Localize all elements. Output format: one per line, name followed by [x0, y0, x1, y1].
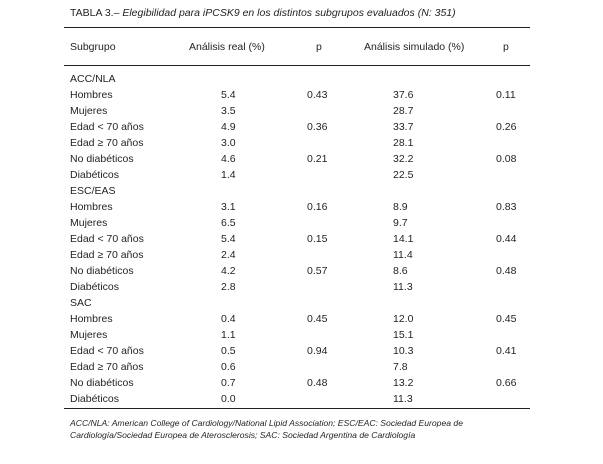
row-label: Mujeres: [70, 105, 108, 117]
cell-simulated: 28.1: [393, 137, 414, 149]
cell-p-real: 0.94: [307, 345, 328, 357]
cell-real: 4.6: [221, 153, 236, 165]
row-label: Mujeres: [70, 217, 108, 229]
cell-p-simulated: 0.26: [496, 121, 517, 133]
cell-real: 3.0: [221, 137, 236, 149]
cell-simulated: 11.3: [393, 281, 413, 293]
cell-simulated: 37.6: [393, 89, 414, 101]
header-p-real: p: [316, 41, 322, 53]
row-label: Edad < 70 años: [70, 345, 144, 357]
cell-simulated: 15.1: [393, 329, 414, 341]
cell-p-real: 0.16: [307, 201, 328, 213]
cell-simulated: 8.9: [393, 201, 408, 213]
cell-simulated: 9.7: [393, 217, 408, 229]
cell-p-real: 0.21: [307, 153, 328, 165]
cell-simulated: 28.7: [393, 105, 414, 117]
cell-simulated: 11.4: [393, 249, 413, 261]
row-label: Hombres: [70, 313, 113, 325]
header-real-analysis: Análisis real (%): [189, 41, 265, 53]
cell-p-simulated: 0.83: [496, 201, 517, 213]
cell-p-real: 0.48: [307, 377, 328, 389]
cell-simulated: 10.3: [393, 345, 414, 357]
row-label: Edad < 70 años: [70, 233, 144, 245]
row-label: Hombres: [70, 201, 113, 213]
row-label: ESC/EAS: [70, 185, 116, 197]
header-p-simulated: p: [503, 41, 509, 53]
cell-p-real: 0.57: [307, 265, 328, 277]
cell-p-real: 0.36: [307, 121, 328, 133]
row-label: No diabéticos: [70, 265, 134, 277]
top-rule: [64, 27, 530, 28]
cell-p-real: 0.45: [307, 313, 328, 325]
cell-p-real: 0.43: [307, 89, 328, 101]
cell-real: 3.5: [221, 105, 236, 117]
cell-simulated: 8.6: [393, 265, 408, 277]
cell-real: 1.1: [221, 329, 236, 341]
row-label: Mujeres: [70, 329, 108, 341]
row-label: Edad ≥ 70 años: [70, 137, 144, 149]
cell-p-simulated: 0.11: [496, 89, 516, 101]
row-label: Hombres: [70, 89, 113, 101]
row-label: Diabéticos: [70, 281, 120, 293]
row-label: SAC: [70, 297, 92, 309]
row-label: Diabéticos: [70, 393, 120, 405]
row-label: Edad ≥ 70 años: [70, 361, 144, 373]
cell-simulated: 12.0: [393, 313, 414, 325]
row-label: Diabéticos: [70, 169, 120, 181]
row-label: No diabéticos: [70, 153, 134, 165]
table-footnote: ACC/NLA: American College of Cardiology/…: [70, 418, 463, 440]
row-label: ACC/NLA: [70, 73, 116, 85]
cell-real: 4.9: [221, 121, 236, 133]
cell-real: 0.6: [221, 361, 236, 373]
cell-simulated: 13.2: [393, 377, 414, 389]
header-rule: [64, 65, 530, 66]
row-label: Edad < 70 años: [70, 121, 144, 133]
cell-real: 1.4: [221, 169, 236, 181]
table-title: TABLA 3.– Elegibilidad para iPCSK9 en lo…: [70, 7, 456, 19]
cell-real: 5.4: [221, 233, 236, 245]
cell-simulated: 22.5: [393, 169, 414, 181]
cell-p-simulated: 0.44: [496, 233, 517, 245]
cell-p-simulated: 0.08: [496, 153, 517, 165]
cell-real: 6.5: [221, 217, 236, 229]
cell-real: 4.2: [221, 265, 236, 277]
cell-real: 5.4: [221, 89, 236, 101]
cell-p-simulated: 0.41: [496, 345, 517, 357]
cell-real: 0.0: [221, 393, 236, 405]
cell-simulated: 14.1: [393, 233, 414, 245]
table-title-prefix: TABLA 3.–: [70, 7, 120, 19]
cell-real: 2.8: [221, 281, 236, 293]
cell-p-simulated: 0.48: [496, 265, 517, 277]
cell-simulated: 33.7: [393, 121, 414, 133]
row-label: Edad ≥ 70 años: [70, 249, 144, 261]
cell-simulated: 32.2: [393, 153, 414, 165]
cell-real: 0.5: [221, 345, 236, 357]
row-label: No diabéticos: [70, 377, 134, 389]
cell-p-real: 0.15: [307, 233, 328, 245]
cell-p-simulated: 0.45: [496, 313, 517, 325]
cell-simulated: 7.8: [393, 361, 408, 373]
header-simulated-analysis: Análisis simulado (%): [364, 41, 465, 53]
cell-real: 3.1: [221, 201, 236, 213]
cell-real: 0.7: [221, 377, 236, 389]
cell-real: 2.4: [221, 249, 236, 261]
cell-simulated: 11.3: [393, 393, 413, 405]
bottom-rule: [64, 408, 530, 409]
header-subgroup: Subgrupo: [70, 41, 116, 53]
cell-p-simulated: 0.66: [496, 377, 517, 389]
cell-real: 0.4: [221, 313, 236, 325]
table-title-description: Elegibilidad para iPCSK9 en los distinto…: [122, 7, 456, 19]
